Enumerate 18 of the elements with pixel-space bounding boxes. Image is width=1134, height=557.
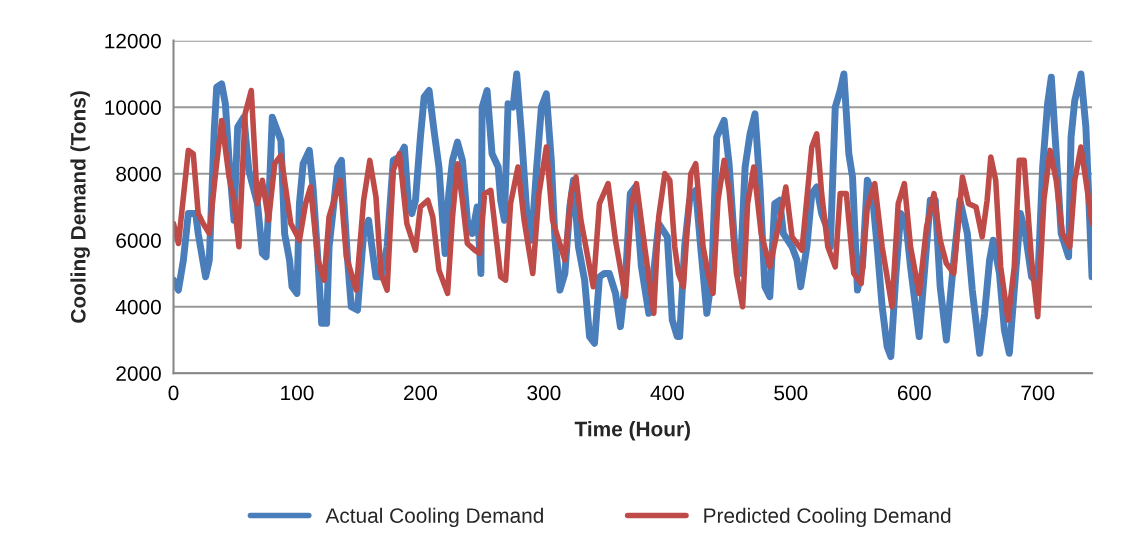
y-tick-label: 2000 (116, 366, 161, 381)
x-tick-label: 300 (527, 385, 561, 401)
y-tick-label: 4000 (115, 299, 161, 315)
x-tick-label: 100 (281, 385, 314, 401)
x-tick-label: 700 (1021, 385, 1055, 401)
x-tick-label: 600 (897, 385, 931, 401)
y-tick-label: 10000 (105, 100, 161, 115)
y-tick-label: 12000 (105, 33, 161, 49)
x-tick-label: 0 (168, 385, 179, 401)
x-tick-label: 500 (774, 385, 808, 401)
y-tick-label: 6000 (116, 233, 161, 248)
legend-label: Predicted Cooling Demand (704, 507, 951, 528)
x-tick-label: 200 (404, 385, 437, 401)
legend-label: Actual Cooling Demand (325, 507, 543, 528)
y-tick-label: 8000 (116, 166, 161, 182)
x-axis-title: Time (Hour) (574, 421, 690, 441)
x-tick-label: 400 (650, 385, 684, 401)
y-axis-title: Cooling Demand (Tons) (70, 91, 90, 323)
